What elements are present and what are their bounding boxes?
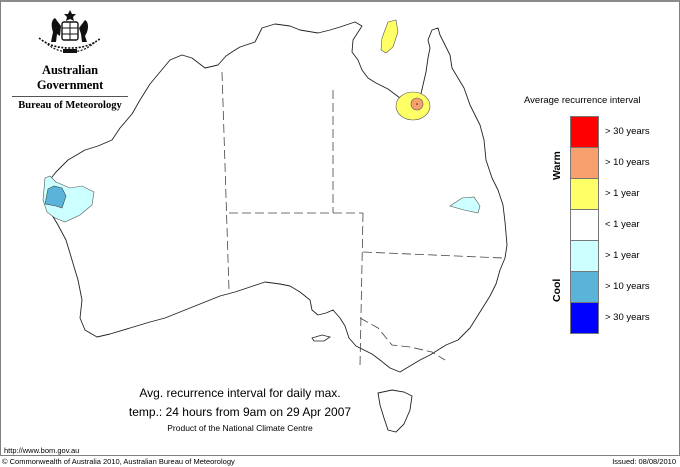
legend-label: > 10 years	[605, 281, 650, 292]
legend-colorbar	[570, 116, 599, 334]
map-title-line2: temp.: 24 hours from 9am on 29 Apr 2007	[128, 405, 352, 419]
legend-label: > 10 years	[605, 157, 650, 168]
legend-label: > 1 year	[605, 250, 640, 261]
legend-label: > 30 years	[605, 312, 650, 323]
issued-date: Issued: 08/08/2010	[612, 457, 676, 466]
legend-label: > 30 years	[605, 126, 650, 137]
legend-cool-label: Cool	[551, 278, 563, 302]
coat-of-arms-icon	[38, 10, 102, 53]
legend-label: < 1 year	[605, 219, 640, 230]
logo-divider	[12, 96, 128, 97]
legend-label: > 1 year	[605, 188, 640, 199]
legend-swatch-neutral	[571, 210, 598, 241]
bom-url-link[interactable]: http://www.bom.gov.au	[4, 446, 80, 455]
cool-core-wa-coast	[44, 185, 67, 209]
organisation-name: Australian Government	[36, 63, 104, 92]
legend-warm-label: Warm	[551, 151, 563, 180]
legend-swatch-cool-10	[571, 272, 598, 303]
bom-logo: Australian Government Bureau of Meteorol…	[8, 8, 132, 111]
tasmania-coastline	[377, 389, 413, 433]
legend-swatch-warm-30	[571, 117, 598, 148]
australia-map	[42, 19, 508, 433]
agency-name: Bureau of Meteorology	[18, 100, 122, 111]
legend-swatch-cool-30	[571, 303, 598, 333]
state-borders	[221, 71, 504, 367]
map-frame	[0, 0, 680, 456]
legend-swatch-warm-10	[571, 148, 598, 179]
kangaroo-island	[311, 334, 331, 342]
map-title-line1: Avg. recurrence interval for daily max.	[139, 386, 341, 400]
legend-swatch-warm-1	[571, 179, 598, 210]
cool-area-central-qld	[449, 196, 481, 214]
legend-swatch-cool-1	[571, 241, 598, 272]
product-credit: Product of the National Climate Centre	[167, 423, 313, 433]
warm-area-cape-york	[380, 19, 399, 54]
copyright-notice: © Commonwealth of Australia 2010, Austra…	[2, 457, 235, 466]
legend-title: Average recurrence interval	[524, 95, 641, 106]
